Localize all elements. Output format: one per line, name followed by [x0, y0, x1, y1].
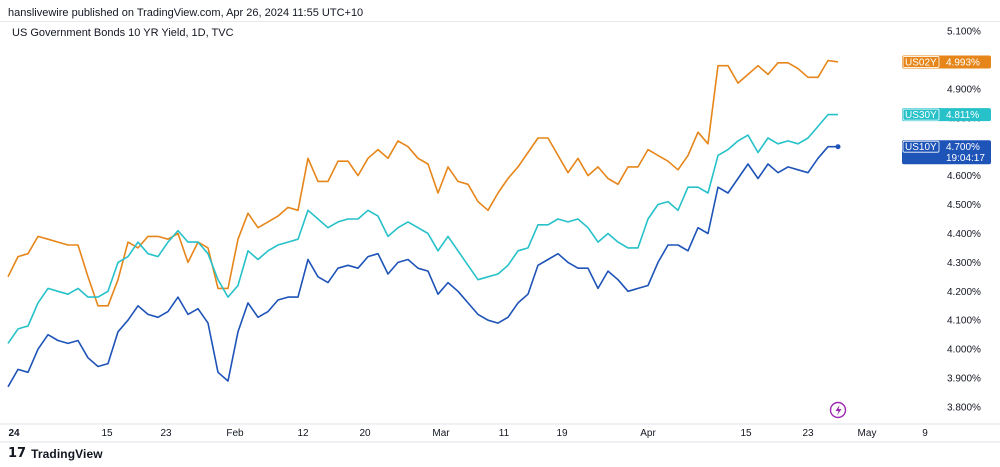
last-value-label: 4.993%	[946, 57, 980, 68]
price-label-box	[902, 55, 991, 69]
price-label-us02y: US02Y 4.993%	[902, 55, 991, 69]
x-tick-label: Apr	[640, 428, 656, 439]
x-tick-label: Mar	[432, 428, 450, 439]
tradingview-logo-text: TradingView	[31, 446, 103, 461]
ticker-box	[902, 108, 940, 121]
x-tick-label: Feb	[226, 428, 244, 439]
ticker-label: US10Y	[905, 142, 937, 153]
lightning-glyph	[835, 405, 842, 416]
y-tick-label: 4.900%	[947, 84, 981, 95]
header-divider	[0, 21, 1000, 22]
tradingview-logo-mark: 17	[8, 446, 27, 461]
y-tick-label: 4.000%	[947, 345, 981, 356]
x-tick-label: 20	[359, 428, 371, 439]
ticker-box	[902, 56, 940, 68]
symbol-title: US Government Bonds 10 YR Yield, 1D, TVC	[12, 27, 234, 39]
y-tick-label: 4.100%	[947, 316, 981, 327]
x-tick-label: 23	[802, 428, 814, 439]
series-lines	[7, 59, 841, 388]
price-label-box	[902, 108, 991, 122]
ticker-label: US02Y	[905, 57, 937, 68]
last-point-us10y	[835, 144, 841, 150]
x-tick-label: 15	[101, 428, 113, 439]
price-labels: US02Y 4.993% US30Y 4.811% US10Y 4.700%19:04:1…	[902, 55, 991, 165]
x-tick-label: May	[858, 428, 877, 439]
y-tick-label: 5.100%	[947, 27, 981, 38]
countdown-label: 19:04:17	[946, 153, 985, 164]
price-label-us30y: US30Y 4.811%	[902, 108, 991, 122]
y-tick-label: 4.600%	[947, 171, 981, 182]
x-axis: 24 15 23 Feb 12 20 Mar 11 19 Apr 15 23 May 9	[0, 423, 1000, 443]
y-tick-label: 3.800%	[947, 403, 981, 414]
x-tick-label: 11	[499, 428, 510, 439]
y-tick-label: 4.500%	[947, 200, 981, 211]
series-line-us30y	[7, 113, 838, 344]
series-line-us10y	[7, 145, 838, 388]
y-tick-label: 3.900%	[947, 374, 981, 385]
x-tick-label: 23	[160, 428, 172, 439]
x-tick-label: 15	[740, 428, 752, 439]
y-tick-label: 4.300%	[947, 258, 981, 269]
last-value-label: 4.811%	[946, 110, 979, 121]
ticker-label: US30Y	[905, 110, 937, 121]
y-tick-label: 4.200%	[947, 287, 981, 298]
event-marker[interactable]	[829, 401, 847, 419]
y-axis: 3.800% 3.900% 4.000% 4.100% 4.200% 4.300% 4.40…	[947, 27, 981, 414]
tradingview-logo[interactable]: 17 TradingView	[8, 446, 103, 461]
price-label-box	[902, 140, 991, 165]
publisher-line: hanslivewire published on TradingView.co…	[8, 7, 364, 19]
last-value-label: 4.700%	[946, 142, 980, 153]
ticker-box	[902, 140, 940, 153]
x-tick-label: 24	[8, 428, 20, 439]
price-label-us10y: US10Y 4.700%19:04:17	[902, 140, 991, 165]
y-tick-label: 4.400%	[947, 229, 981, 240]
series-line-us02y	[7, 59, 839, 307]
x-tick-label: 12	[297, 428, 309, 439]
x-tick-label: 9	[922, 428, 928, 439]
x-tick-label: 19	[556, 428, 568, 439]
